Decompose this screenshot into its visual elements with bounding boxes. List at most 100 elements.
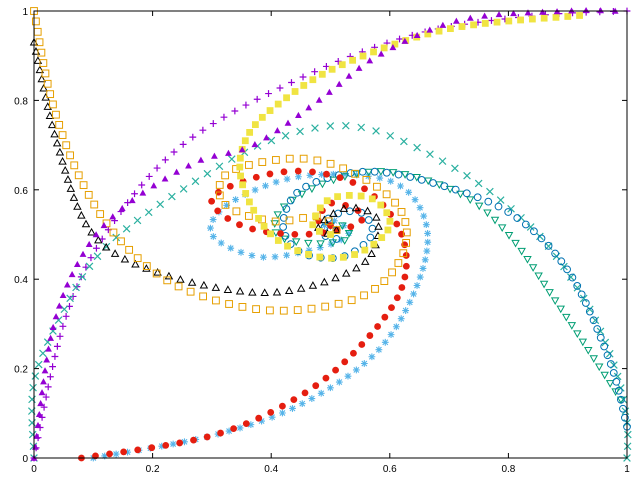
data-point-open-circle [504, 208, 513, 216]
data-point-filled-square [328, 65, 336, 73]
data-point-open-triangle-down [589, 355, 599, 363]
data-point-filled-circle [388, 304, 395, 312]
data-point-open-circle [617, 395, 625, 404]
data-point-filled-triangle [466, 14, 474, 21]
data-point-filled-square [300, 82, 308, 89]
data-point-open-square [252, 305, 260, 313]
data-point-star [223, 201, 231, 209]
data-point-open-triangle [284, 286, 294, 294]
data-point-filled-triangle [33, 432, 41, 439]
data-point-open-triangle-down [600, 371, 609, 380]
data-point-star [283, 251, 291, 259]
data-point-filled-triangle [524, 9, 532, 16]
data-point-plus [209, 120, 217, 127]
data-point-star [209, 216, 217, 223]
data-point-filled-circle [366, 332, 374, 339]
data-point-filled-triangle [45, 345, 52, 352]
data-point-filled-square [266, 107, 274, 114]
data-point-open-square [232, 207, 241, 216]
data-point-filled-square [284, 242, 291, 250]
data-point-filled-triangle [37, 400, 45, 407]
data-point-filled-triangle [597, 7, 605, 14]
data-point-open-square [215, 181, 224, 189]
data-point-open-square [109, 228, 118, 237]
data-point-star [352, 366, 360, 374]
data-point-open-circle [429, 179, 438, 187]
data-point-cross [191, 177, 200, 186]
data-point-open-square [96, 210, 105, 218]
data-point-open-triangle [367, 249, 376, 257]
data-point-open-triangle-down [364, 168, 373, 177]
data-point-cross [34, 360, 43, 369]
data-point-open-triangle-down [270, 220, 279, 228]
data-point-filled-circle [301, 389, 309, 397]
data-point-filled-circle [322, 374, 330, 382]
data-point-open-square [225, 300, 233, 308]
data-point-filled-square [258, 113, 266, 121]
data-point-open-triangle-down [297, 190, 307, 199]
data-point-filled-triangle [85, 240, 93, 247]
data-point-star [420, 212, 428, 220]
data-point-filled-triangle [43, 356, 51, 363]
data-point-open-circle [606, 360, 615, 368]
data-point-cross [451, 164, 459, 173]
data-point-filled-triangle [139, 189, 147, 196]
data-point-open-triangle-down [504, 232, 514, 240]
data-point-star [305, 246, 313, 254]
data-point-plus [299, 73, 307, 81]
data-point-star [337, 236, 345, 244]
data-point-star [169, 440, 177, 448]
data-point-filled-square [242, 190, 250, 197]
data-point-open-triangle-down [594, 363, 604, 372]
data-point-filled-triangle [63, 281, 71, 288]
data-point-filled-square [309, 76, 317, 84]
data-point-filled-triangle [295, 111, 302, 119]
data-point-cross [122, 224, 131, 233]
data-point-filled-triangle [345, 72, 353, 79]
data-point-filled-triangle [413, 31, 421, 39]
data-point-open-square [35, 38, 44, 47]
data-point-open-triangle [45, 111, 55, 120]
data-point-filled-triangle [495, 11, 503, 18]
data-point-filled-circle [106, 450, 113, 458]
data-point-open-triangle [50, 129, 59, 138]
data-point-filled-square [327, 231, 334, 238]
data-point-open-triangle-down [307, 185, 317, 194]
data-point-filled-circle [358, 216, 366, 224]
data-point-open-circle [563, 265, 571, 274]
data-point-open-triangle [176, 275, 185, 283]
data-point-open-triangle [47, 120, 57, 129]
data-point-filled-triangle [150, 182, 158, 189]
data-point-open-square [152, 269, 161, 278]
data-point-filled-square [458, 23, 466, 30]
data-point-open-square [351, 169, 359, 178]
data-point-open-triangle [351, 203, 361, 212]
data-point-open-triangle [235, 286, 245, 295]
data-point-cross [31, 372, 40, 380]
data-point-filled-circle [361, 185, 368, 193]
data-point-filled-square [357, 192, 365, 200]
data-point-open-square [326, 159, 335, 168]
data-point-cross [156, 200, 165, 209]
data-point-open-square [37, 48, 46, 57]
data-point-open-triangle-down [344, 230, 354, 238]
data-point-plus [179, 140, 187, 148]
data-point-open-circle [530, 227, 538, 236]
data-point-open-triangle [142, 264, 151, 272]
data-point-open-square [332, 226, 341, 234]
data-point-filled-circle [252, 173, 260, 181]
data-point-star [272, 178, 280, 186]
data-point-filled-triangle [326, 88, 333, 95]
data-point-star [236, 424, 244, 432]
data-point-open-circle [462, 189, 471, 198]
data-point-plus [145, 173, 153, 180]
data-point-filled-circle [347, 223, 355, 231]
data-point-filled-square [294, 247, 302, 255]
data-point-open-triangle [332, 225, 341, 234]
axis-ticks: 0 0.2 0.4 0.6 0.8 1 0 0.2 0.4 0.6 0.8 1 [14, 7, 630, 475]
data-point-open-circle [370, 167, 379, 176]
data-point-open-triangle-down [534, 272, 543, 281]
data-point-filled-square [386, 217, 394, 225]
x-tick-label: 0.2 [146, 464, 160, 475]
data-point-filled-circle [208, 197, 216, 205]
